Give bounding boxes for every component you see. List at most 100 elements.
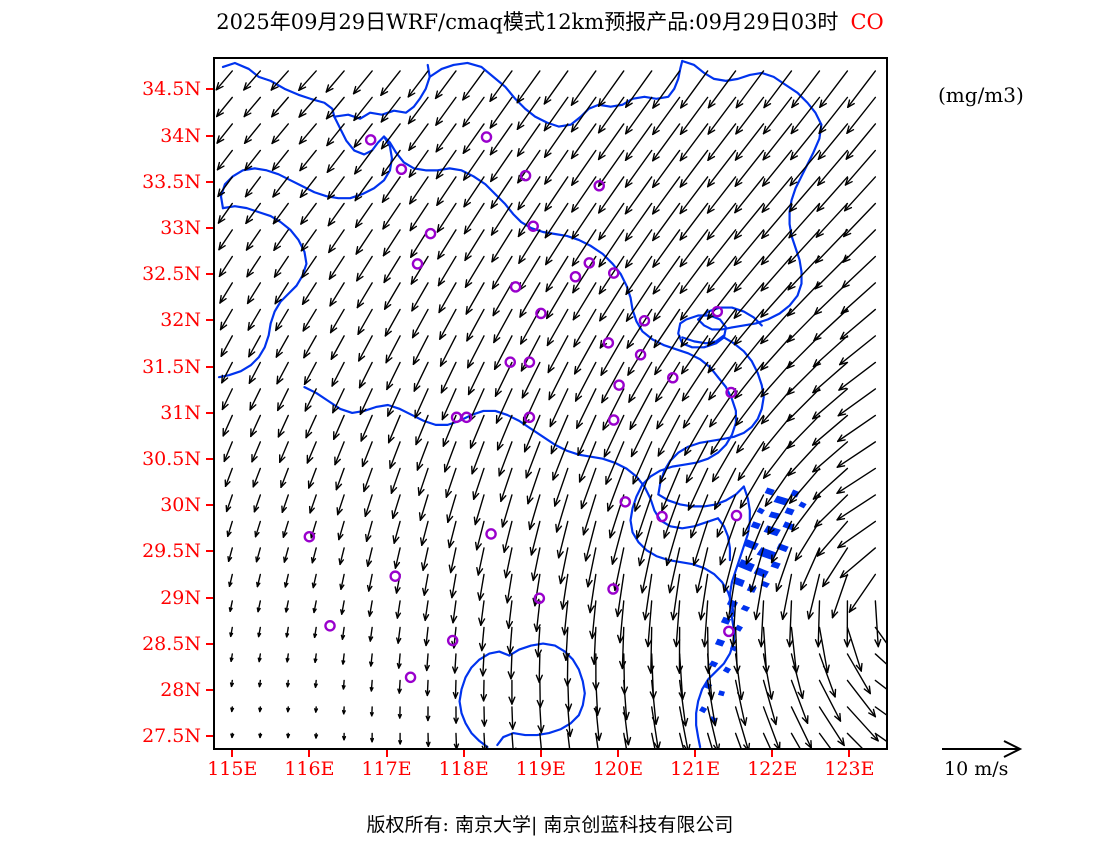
wind-vector-arrow bbox=[229, 653, 234, 662]
wind-vector-arrow bbox=[791, 494, 821, 533]
wind-vector-arrow bbox=[341, 706, 346, 715]
wind-vector-arrow bbox=[380, 70, 401, 96]
latitude-tick-mark bbox=[206, 642, 213, 645]
wind-vector-arrow bbox=[398, 732, 403, 745]
wind-vector-arrow bbox=[840, 282, 877, 315]
wind-vector-arrow bbox=[425, 732, 431, 748]
station-marker bbox=[656, 510, 668, 523]
wind-vector-arrow bbox=[734, 679, 748, 726]
wind-vector-arrow bbox=[644, 600, 653, 648]
wind-vector-arrow bbox=[313, 679, 318, 688]
wind-vector-arrow bbox=[812, 467, 849, 500]
wind-vector-arrow bbox=[838, 361, 877, 391]
wind-vector-arrow bbox=[516, 123, 541, 157]
wind-vector-arrow bbox=[818, 653, 837, 698]
station-marker bbox=[607, 267, 620, 279]
wind-vector-arrow bbox=[739, 467, 765, 509]
wind-vector-arrow bbox=[383, 282, 401, 310]
wind-vector-arrow bbox=[815, 229, 849, 264]
wind-vector-arrow bbox=[610, 520, 625, 565]
wind-vector-arrow bbox=[814, 494, 849, 528]
wind-vector-arrow bbox=[217, 176, 233, 198]
wind-vector-arrow bbox=[434, 70, 457, 100]
wind-vector-arrow bbox=[846, 679, 877, 718]
wind-vector-arrow bbox=[602, 388, 625, 431]
wind-vector-arrow bbox=[462, 96, 485, 128]
wind-vector-arrow bbox=[528, 494, 541, 531]
wind-vector-arrow bbox=[508, 679, 516, 705]
wind-vector-arrow bbox=[335, 467, 345, 491]
wind-vector-arrow bbox=[478, 626, 487, 652]
latitude-tick-mark bbox=[206, 457, 213, 460]
wind-vector-arrow bbox=[544, 176, 569, 212]
wind-vector-arrow bbox=[357, 308, 373, 335]
wind-vector-arrow bbox=[493, 308, 513, 344]
wind-vector-arrow bbox=[243, 123, 262, 145]
wind-vector-arrow bbox=[504, 573, 513, 604]
wind-vector-arrow bbox=[577, 414, 597, 456]
wind-vector-arrow bbox=[573, 335, 597, 375]
latitude-tick-mark bbox=[206, 596, 213, 599]
map-plot-area[interactable] bbox=[213, 57, 888, 750]
latitude-tick-mark bbox=[206, 88, 213, 91]
wind-vector-arrow bbox=[845, 123, 877, 160]
wind-vector-arrow bbox=[305, 414, 317, 439]
station-marker bbox=[324, 620, 336, 632]
station-marker bbox=[446, 634, 459, 647]
wind-vector-arrow bbox=[391, 494, 401, 519]
wind-vector-arrow bbox=[597, 149, 625, 187]
wind-vector-arrow bbox=[308, 494, 317, 514]
wind-vector-arrow bbox=[733, 229, 765, 266]
wind-vector-arrow bbox=[624, 202, 653, 242]
wind-vector-arrow bbox=[395, 600, 402, 619]
station-marker bbox=[523, 411, 536, 424]
wind-vector-arrow bbox=[244, 176, 262, 198]
wind-vector-arrow bbox=[597, 96, 625, 134]
wind-vector-arrow bbox=[583, 520, 597, 562]
wind-vector-arrow bbox=[328, 229, 345, 254]
wind-vector-arrow bbox=[436, 176, 457, 206]
wind-vector-arrow bbox=[245, 202, 262, 225]
wind-vector-arrow bbox=[549, 388, 569, 428]
wind-vector-arrow bbox=[818, 706, 845, 747]
wind-vector-arrow bbox=[480, 679, 488, 702]
wind-vector-arrow bbox=[735, 70, 765, 109]
wind-vector-arrow bbox=[247, 308, 262, 331]
wind-vector-arrow bbox=[248, 361, 262, 384]
wind-vector-arrow bbox=[353, 123, 373, 148]
wind-vector-arrow bbox=[663, 494, 681, 539]
wind-vector-arrow bbox=[250, 414, 262, 438]
latitude-tick-label: 34.5N bbox=[142, 78, 201, 101]
wind-vector-arrow bbox=[340, 626, 346, 640]
species-label: CO bbox=[850, 10, 884, 34]
wind-vector-arrow bbox=[505, 600, 514, 629]
wind-vector-arrow bbox=[816, 520, 849, 557]
wind-vector-arrow bbox=[393, 547, 401, 569]
wind-vector-arrow bbox=[839, 547, 877, 579]
wind-vector-arrow bbox=[787, 229, 821, 265]
wind-vector-arrow bbox=[545, 229, 569, 266]
wind-vector-arrow bbox=[224, 467, 233, 488]
wind-vector-arrow bbox=[257, 626, 262, 638]
wind-vector-arrow bbox=[812, 361, 849, 394]
wind-vector-arrow bbox=[216, 123, 233, 144]
wind-vector-arrow bbox=[380, 123, 401, 150]
wind-vector-arrow bbox=[304, 388, 317, 412]
wind-vector-arrow bbox=[283, 573, 289, 588]
wind-vector-arrow bbox=[647, 626, 655, 674]
wind-vector-arrow bbox=[790, 679, 809, 724]
wind-vector-arrow bbox=[489, 70, 513, 102]
wind-vector-arrow bbox=[667, 547, 681, 594]
wind-vector-arrow bbox=[601, 361, 625, 404]
wind-vector-arrow bbox=[382, 229, 401, 257]
wind-vector-arrow bbox=[218, 255, 233, 278]
wind-vector-arrow bbox=[757, 600, 766, 648]
wind-vector-arrow bbox=[595, 732, 599, 748]
wind-vector-arrow bbox=[410, 255, 429, 285]
station-marker bbox=[404, 671, 417, 684]
wind-vector-arrow bbox=[819, 70, 849, 109]
wind-vector-arrow bbox=[445, 467, 457, 498]
wind-vector-arrow bbox=[733, 202, 765, 240]
wind-vector-arrow bbox=[452, 679, 459, 699]
